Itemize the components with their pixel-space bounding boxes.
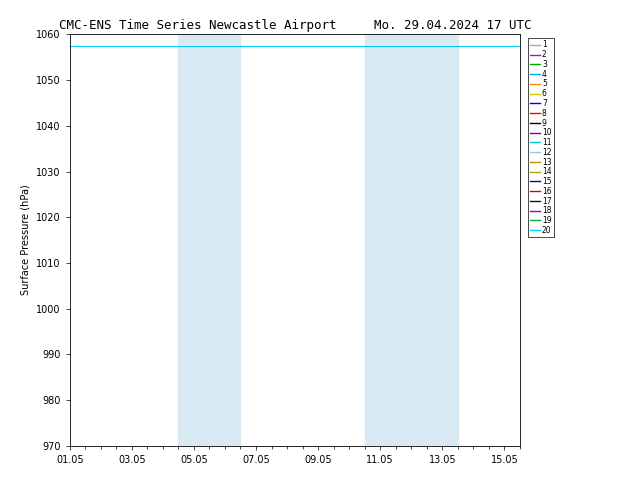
Bar xyxy=(365,34,458,446)
Legend: 1, 2, 3, 4, 5, 6, 7, 8, 9, 10, 11, 12, 13, 14, 15, 16, 17, 18, 19, 20: 1, 2, 3, 4, 5, 6, 7, 8, 9, 10, 11, 12, 1… xyxy=(528,38,554,237)
Y-axis label: Surface Pressure (hPa): Surface Pressure (hPa) xyxy=(20,185,30,295)
Title: CMC-ENS Time Series Newcastle Airport     Mo. 29.04.2024 17 UTC: CMC-ENS Time Series Newcastle Airport Mo… xyxy=(58,19,531,32)
Bar xyxy=(178,34,240,446)
